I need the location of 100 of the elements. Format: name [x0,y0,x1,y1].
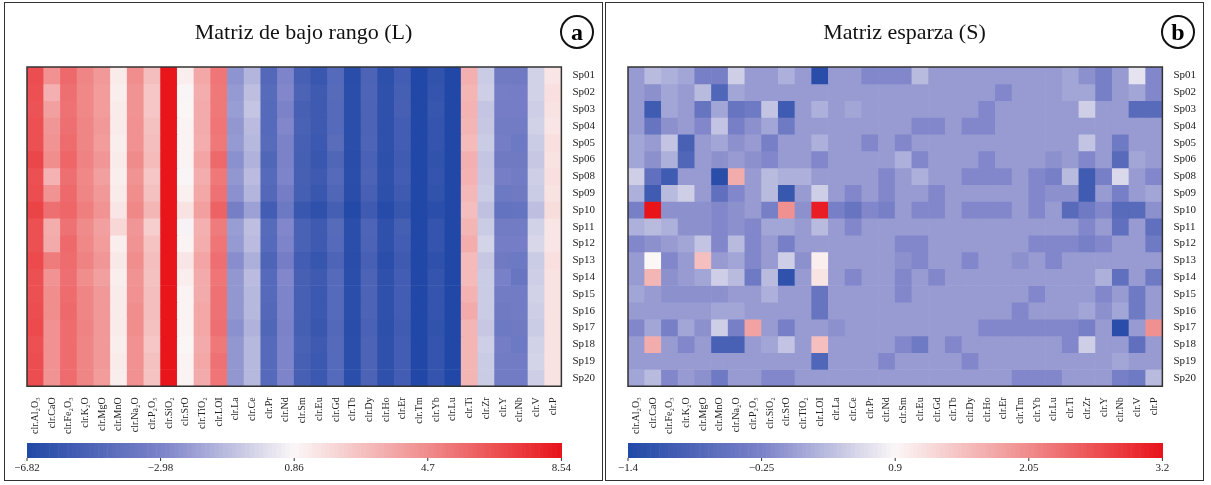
x-tick-label: clr.TiO₂ [796,397,808,430]
y-tick-label: Sp18 [1173,337,1197,350]
y-tick-label: Sp09 [572,185,596,198]
y-tick-label: Sp05 [1173,135,1197,148]
x-tick-label: clr.Ce [847,396,859,421]
y-tick-label: Sp12 [1173,236,1197,249]
x-tick-label: clr.P [1147,396,1159,416]
x-tick-label: clr.P [546,396,558,416]
y-tick-label: Sp15 [1173,286,1197,299]
y-tick-label: Sp08 [572,169,596,182]
color-bar-label: 8.54 [551,461,572,474]
color-bar-label: 0.9 [888,461,903,474]
x-tick-label: clr.LOI [212,397,224,427]
x-tick-label: clr.SiO₂ [162,397,174,429]
x-tick-label: clr.Tb [346,397,358,421]
x-tick-label: clr.Fe₂O₃ [62,397,74,435]
y-tick-label: Sp04 [572,118,596,131]
y-tick-label: Sp16 [572,303,596,316]
y-tick-label: Sp02 [1173,85,1197,98]
color-bar-label: 4.7 [420,461,436,474]
chart-title: Matriz esparza (S) [823,19,986,44]
x-tick-label: clr.P₂O₅ [145,397,157,430]
x-tick-label: clr.Gd [329,397,341,423]
x-tick-label: clr.Er [396,396,408,420]
y-tick-label: Sp10 [1173,202,1197,215]
x-tick-label: clr.SiO₂ [763,397,775,429]
y-tick-label: Sp11 [1173,219,1196,232]
chart-title: Matriz de bajo rango (L) [194,19,413,44]
x-tick-label: clr.CaO [646,397,658,429]
x-tick-label: clr.Yb [429,397,441,423]
y-tick-label: Sp08 [1173,169,1197,182]
x-tick-label: clr.Pr [262,396,274,419]
x-tick-label: clr.La [830,396,842,421]
x-tick-label: clr.Ti [1064,397,1076,419]
y-tick-label: Sp02 [572,85,596,98]
x-tick-label: clr.MgO [696,397,708,431]
x-tick-label: clr.Nd [880,397,892,423]
x-tick-label: clr.Ce [246,396,258,421]
y-tick-label: Sp09 [1173,185,1197,198]
x-tick-label: clr.Lu [1047,397,1059,421]
x-tick-label: clr.SrO [179,397,191,426]
y-tick-label: Sp01 [1173,68,1197,81]
y-tick-label: Sp20 [572,370,596,383]
color-bar-label: 0.86 [284,461,305,474]
x-tick-label: clr.Ho [980,397,992,423]
color-bar-label: 2.05 [1019,461,1039,474]
x-tick-label: clr.Eu [913,397,925,421]
x-tick-label: clr.Nb [513,397,525,423]
y-tick-label: Sp01 [572,68,596,81]
x-tick-label: clr.Na₂O [129,397,141,433]
x-tick-label: clr.Tm [1014,397,1026,424]
x-tick-label: clr.Dy [362,397,374,423]
y-tick-label: Sp15 [572,286,596,299]
y-tick-label: Sp04 [1173,118,1197,131]
x-tick-label: clr.TiO₂ [195,397,207,430]
x-tick-label: clr.LOI [813,397,825,427]
x-tick-label: clr.Al₂O₃ [28,397,40,435]
x-tick-label: clr.Zr [479,396,491,420]
x-tick-label: clr.Nd [279,397,291,423]
x-tick-label: clr.Yb [1030,397,1042,423]
x-tick-label: clr.Y [496,397,508,418]
y-tick-label: Sp20 [1173,370,1197,383]
y-tick-label: Sp18 [572,337,596,350]
y-tick-label: Sp14 [572,269,596,282]
y-tick-label: Sp05 [572,135,596,148]
y-tick-label: Sp03 [572,101,596,114]
color-bar-label: −0.25 [748,461,775,474]
y-tick-label: Sp13 [572,253,596,266]
x-tick-label: clr.Eu [312,397,324,421]
x-tick-label: clr.Ti [463,397,475,419]
x-tick-label: clr.Zr [1080,396,1092,420]
x-tick-label: clr.V [1130,396,1142,418]
x-tick-label: clr.Na₂O [730,397,742,433]
x-tick-label: clr.Sm [897,397,909,424]
y-tick-label: Sp14 [1173,269,1197,282]
x-tick-label: clr.Al₂O₃ [629,397,641,435]
x-tick-label: clr.MgO [95,397,107,431]
text: a [560,15,594,49]
x-tick-label: clr.La [229,396,241,421]
x-tick-label: clr.Tm [413,397,425,424]
y-tick-label: Sp17 [1173,320,1197,333]
x-tick-label: clr.Gd [930,397,942,423]
y-tick-label: Sp17 [572,320,596,333]
x-tick-label: clr.Dy [963,397,975,423]
y-tick-label: Sp06 [572,152,596,165]
y-tick-label: Sp16 [1173,303,1197,316]
y-tick-label: Sp19 [1173,353,1197,366]
y-tick-label: Sp19 [572,353,596,366]
color-bar-label: −2.98 [147,461,174,474]
x-tick-label: clr.Ho [379,397,391,423]
x-tick-label: clr.Fe₂O₃ [663,397,675,435]
y-tick-label: Sp03 [1173,101,1197,114]
x-tick-label: clr.Nb [1114,397,1126,423]
x-tick-label: clr.Lu [446,397,458,421]
x-tick-label: clr.Y [1097,397,1109,418]
x-tick-label: clr.K₂O [79,397,91,428]
x-tick-label: clr.MnO [112,397,124,431]
color-bar-label: −1.4 [618,461,639,474]
y-tick-label: Sp06 [1173,152,1197,165]
x-tick-label: clr.CaO [45,397,57,429]
